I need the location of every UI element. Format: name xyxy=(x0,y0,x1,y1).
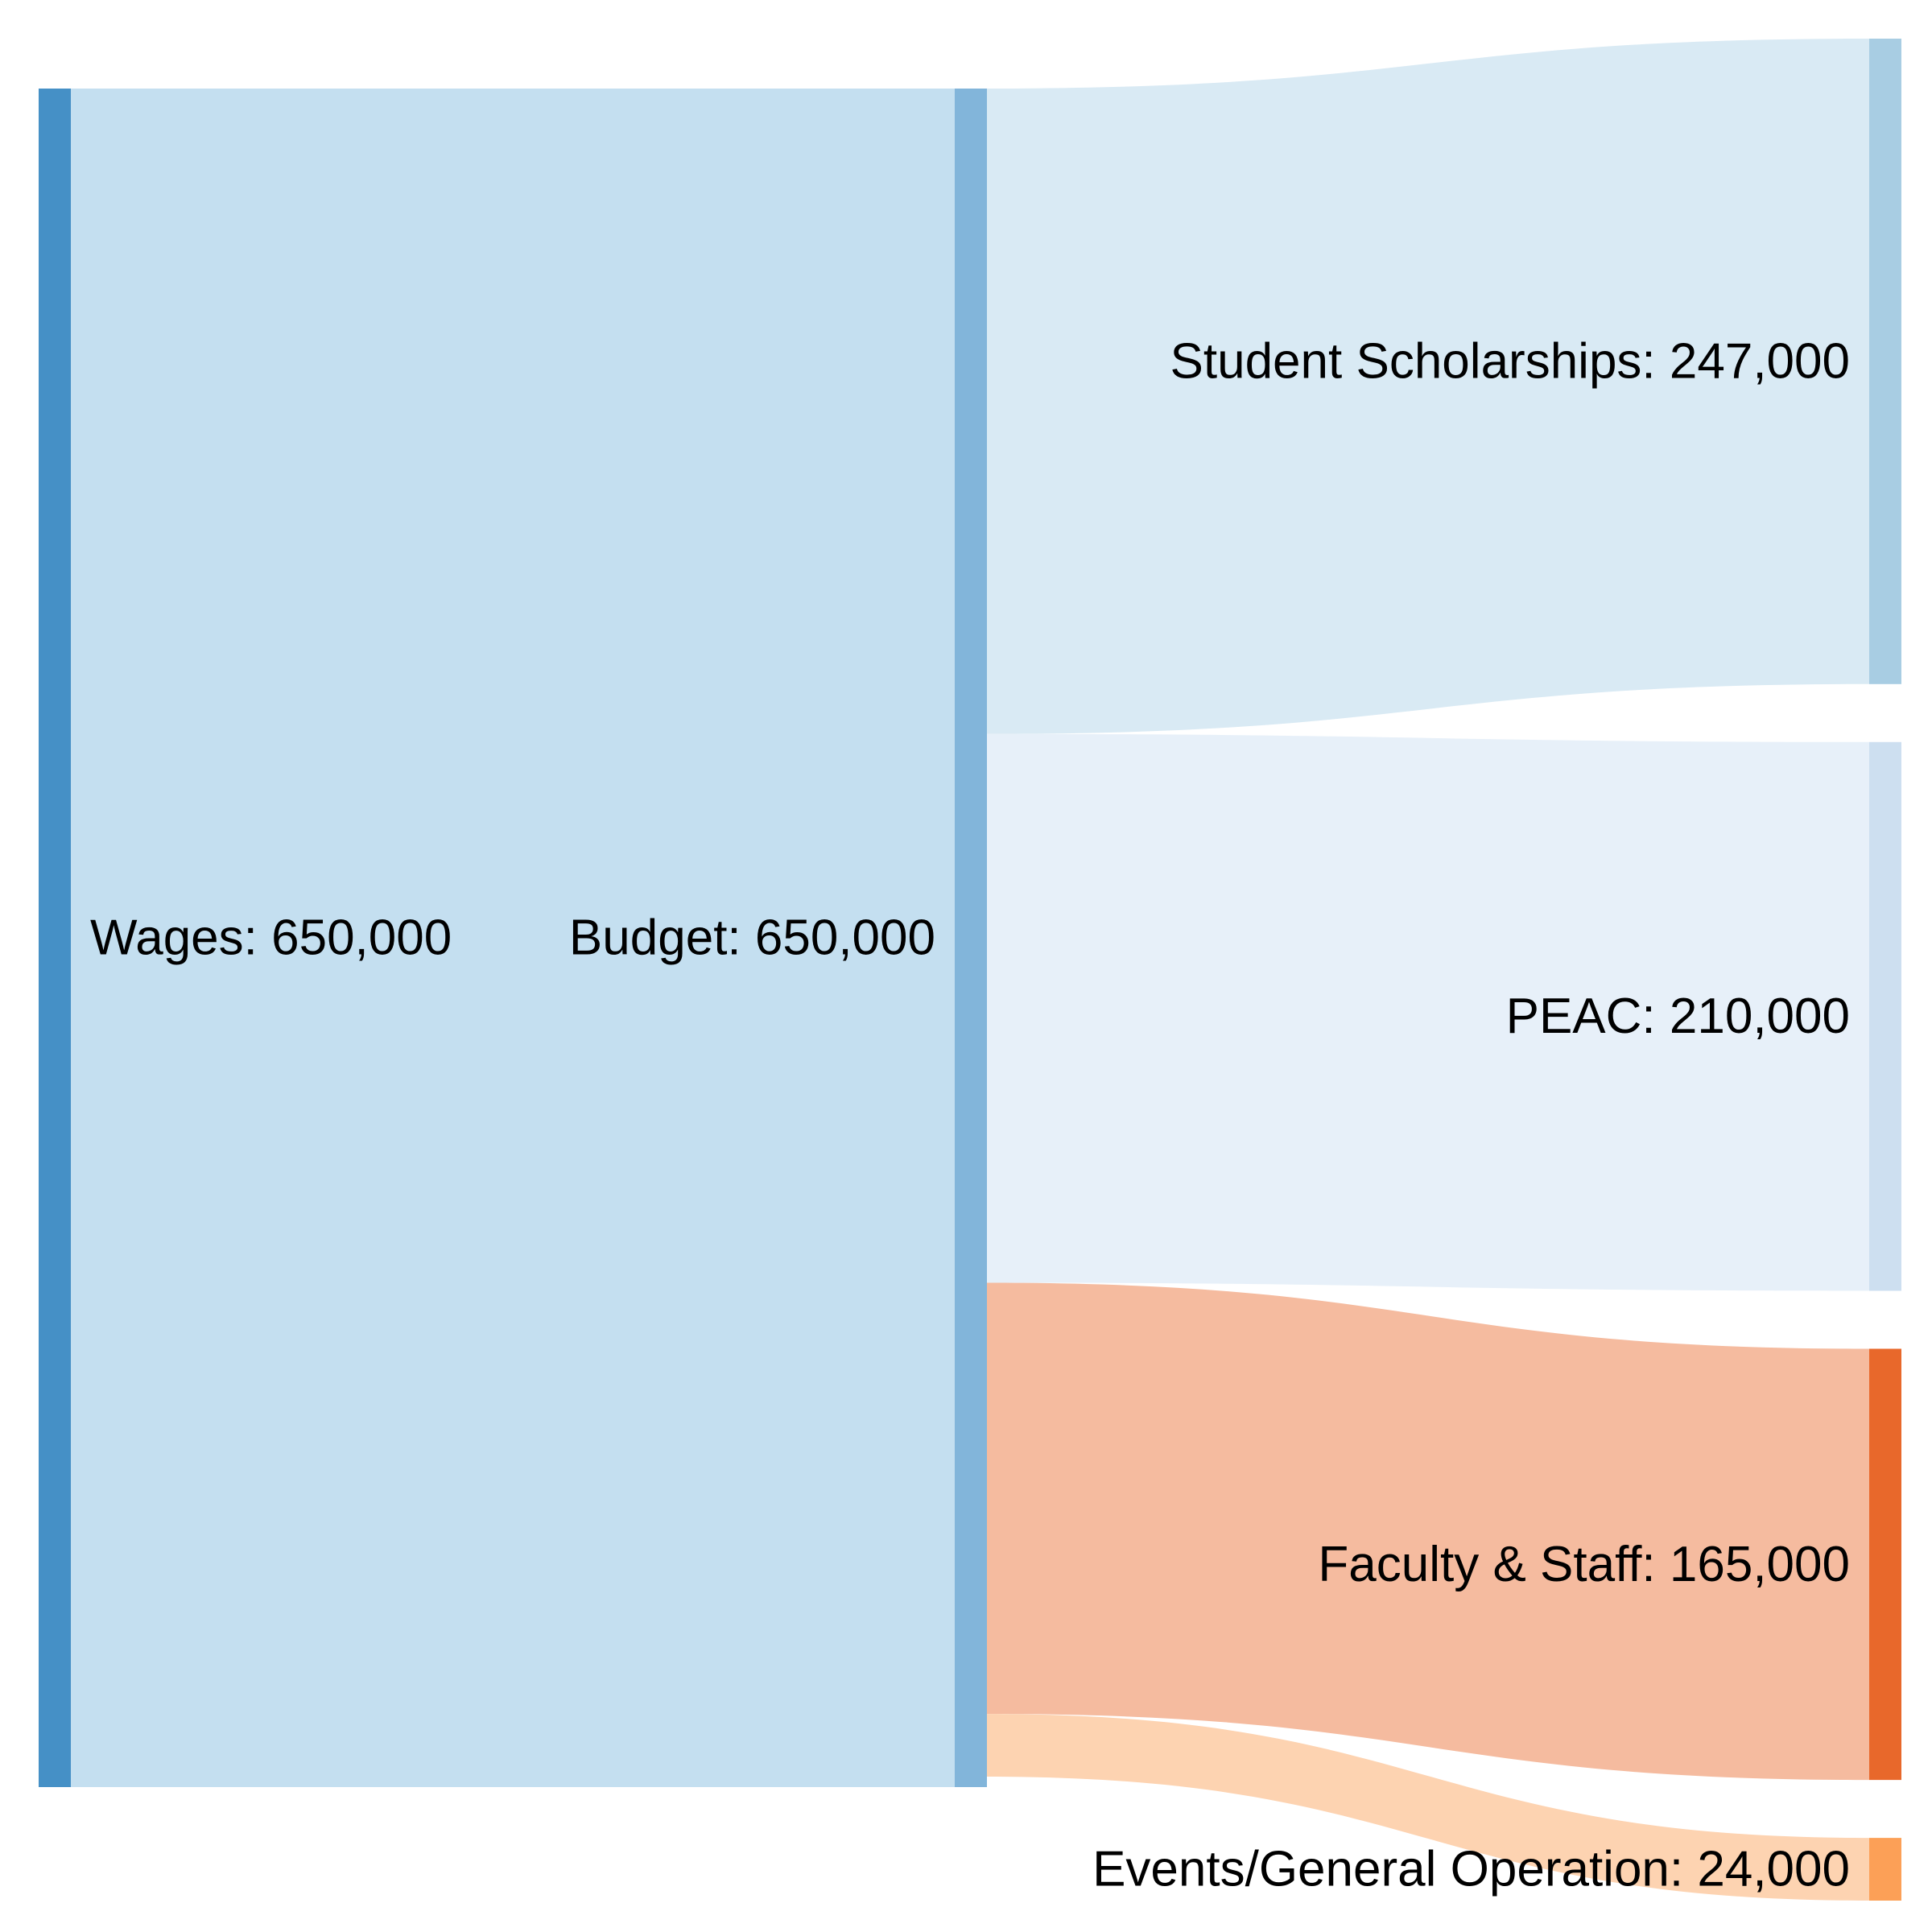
node-events xyxy=(1869,1838,1901,1901)
nodes-layer xyxy=(39,39,1901,1901)
link-budget-scholarships xyxy=(987,39,1869,734)
node-label-events: Events/General Operation: 24,000 xyxy=(1092,1842,1850,1897)
node-peac xyxy=(1869,741,1901,1291)
link-wages-budget xyxy=(71,89,955,1787)
link-budget-peac xyxy=(987,733,1869,1291)
links-layer xyxy=(71,39,1869,1901)
node-scholarships xyxy=(1869,39,1901,684)
node-label-faculty: Faculty & Staff: 165,000 xyxy=(1318,1537,1850,1592)
node-faculty xyxy=(1869,1348,1901,1781)
labels-layer: Wages: 650,000 Budget: 650,000 Student Sch… xyxy=(90,333,1850,1897)
node-label-budget: Budget: 650,000 xyxy=(569,910,935,966)
link-budget-events xyxy=(987,1714,1869,1901)
node-label-wages: Wages: 650,000 xyxy=(90,910,452,966)
link-budget-faculty xyxy=(987,1282,1869,1781)
node-label-peac: PEAC: 210,000 xyxy=(1506,989,1850,1044)
node-wages xyxy=(39,89,71,1787)
node-label-scholarships: Student Scholarships: 247,000 xyxy=(1170,333,1850,389)
node-budget xyxy=(955,89,987,1787)
